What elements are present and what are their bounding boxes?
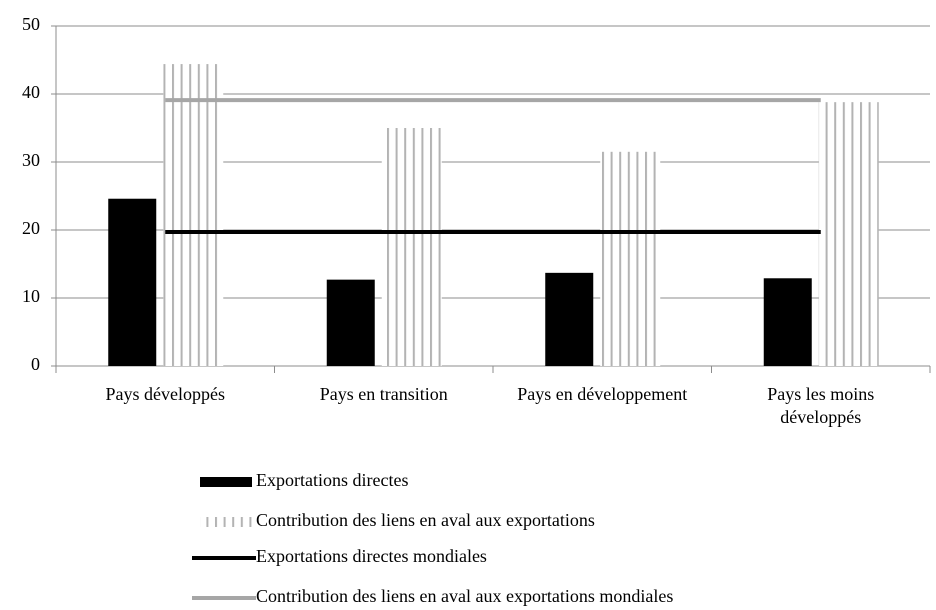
x-tick-label: Pays les moins développés <box>767 384 875 427</box>
x-tick-label: Pays en transition <box>319 384 448 404</box>
bar <box>545 272 594 366</box>
legend-label: Exportations directes <box>256 470 408 490</box>
bar <box>326 279 375 366</box>
y-tick-label: 10 <box>22 286 40 306</box>
bar <box>818 102 879 366</box>
bar <box>163 64 224 366</box>
y-tick-label: 50 <box>22 14 40 34</box>
x-tick-label: Pays en développement <box>517 384 688 404</box>
legend-label: Exportations directes mondiales <box>256 546 487 566</box>
legend-swatch <box>200 477 252 487</box>
bar <box>600 151 661 366</box>
y-tick-label: 40 <box>22 82 40 102</box>
legend-label: Contribution des liens en aval aux expor… <box>256 586 673 606</box>
bar <box>381 128 442 366</box>
bar <box>763 278 812 366</box>
legend-swatch <box>200 517 252 527</box>
y-tick-label: 20 <box>22 218 40 238</box>
y-tick-label: 30 <box>22 150 40 170</box>
bar <box>108 198 157 366</box>
x-tick-label: Pays développés <box>105 384 225 404</box>
y-tick-label: 0 <box>31 354 40 374</box>
legend-label: Contribution des liens en aval aux expor… <box>256 510 595 530</box>
